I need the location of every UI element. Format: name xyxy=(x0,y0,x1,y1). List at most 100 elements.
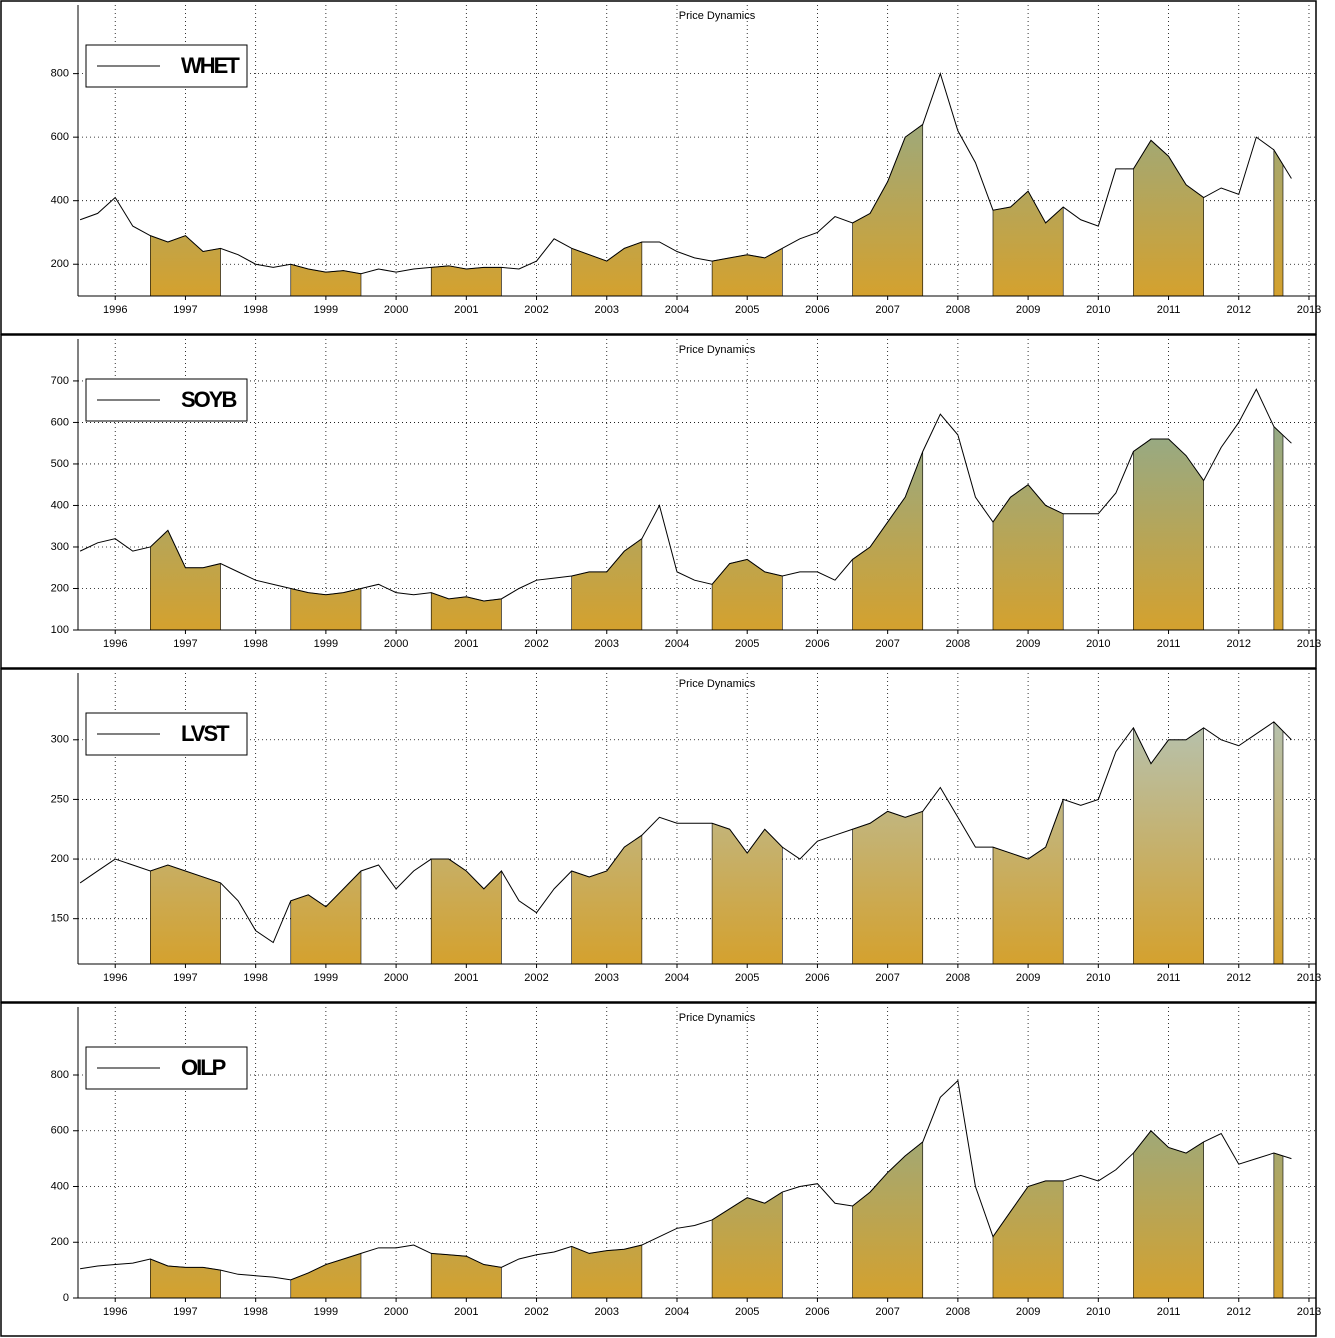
y-tick-label: 250 xyxy=(51,793,69,805)
x-tick-label: 2006 xyxy=(805,304,829,316)
highlight-area xyxy=(711,247,783,297)
highlight-area xyxy=(1133,727,1204,965)
x-tick-label: 2000 xyxy=(384,1306,408,1318)
highlight-area xyxy=(150,1258,221,1299)
legend-label: WHET xyxy=(181,53,240,78)
x-tick-label: 2011 xyxy=(1157,1306,1181,1318)
x-tick-label: 2012 xyxy=(1227,638,1251,650)
y-tick-label: 500 xyxy=(51,458,69,470)
x-tick-label: 2003 xyxy=(595,972,619,984)
x-tick-label: 1996 xyxy=(103,972,127,984)
highlight-area xyxy=(150,529,221,631)
price-line xyxy=(80,1079,1292,1281)
x-tick-label: 2003 xyxy=(595,304,619,316)
x-tick-label: 2010 xyxy=(1086,304,1110,316)
x-tick-label: 1999 xyxy=(314,638,338,650)
y-tick-label: 400 xyxy=(51,195,69,207)
x-tick-label: 2013 xyxy=(1297,638,1321,650)
legend-label: SOYB xyxy=(181,387,236,412)
highlight-area xyxy=(1273,721,1284,965)
highlight-area xyxy=(852,1141,924,1299)
highlight-area xyxy=(1133,139,1204,297)
highlight-area xyxy=(992,1180,1064,1299)
highlight-area xyxy=(852,810,924,965)
x-tick-label: 2012 xyxy=(1227,1306,1251,1318)
x-tick-label: 1999 xyxy=(314,1306,338,1318)
panel-frame xyxy=(0,1002,1317,1337)
legend-label: LVST xyxy=(181,721,230,746)
x-tick-label: 1996 xyxy=(103,638,127,650)
x-tick-label: 2009 xyxy=(1016,304,1040,316)
y-tick-label: 600 xyxy=(51,416,69,428)
highlight-area xyxy=(1273,425,1284,631)
highlight-area xyxy=(852,123,924,297)
y-tick-label: 300 xyxy=(51,541,69,553)
x-tick-label: 1997 xyxy=(173,638,197,650)
chart-title: Price Dynamics xyxy=(679,1012,756,1024)
x-tick-label: 2001 xyxy=(454,638,478,650)
x-tick-label: 2001 xyxy=(454,972,478,984)
highlight-area xyxy=(430,1253,502,1299)
highlight-area xyxy=(992,799,1064,965)
y-tick-label: 0 xyxy=(63,1292,69,1304)
x-tick-label: 2002 xyxy=(524,972,548,984)
y-tick-label: 400 xyxy=(51,1180,69,1192)
highlight-area xyxy=(150,235,221,297)
highlight-area xyxy=(1133,438,1204,631)
x-tick-label: 1999 xyxy=(314,972,338,984)
x-tick-label: 1998 xyxy=(243,1306,267,1318)
highlight-area xyxy=(290,870,362,965)
y-tick-label: 150 xyxy=(51,913,69,925)
highlight-area xyxy=(571,834,643,965)
x-tick-label: 2005 xyxy=(735,304,759,316)
highlight-area xyxy=(711,822,783,965)
x-tick-label: 2008 xyxy=(946,1306,970,1318)
x-tick-label: 2008 xyxy=(946,638,970,650)
x-tick-label: 2004 xyxy=(665,972,689,984)
x-tick-label: 2005 xyxy=(735,972,759,984)
x-tick-label: 2004 xyxy=(665,1306,689,1318)
y-tick-label: 200 xyxy=(51,258,69,270)
x-tick-label: 2007 xyxy=(875,1306,899,1318)
x-tick-label: 2006 xyxy=(805,1306,829,1318)
x-tick-label: 2001 xyxy=(454,304,478,316)
x-tick-label: 2006 xyxy=(805,638,829,650)
highlight-area xyxy=(992,190,1064,297)
highlight-area xyxy=(571,241,643,297)
x-tick-label: 2002 xyxy=(524,304,548,316)
x-tick-label: 2007 xyxy=(875,972,899,984)
highlight-area xyxy=(290,263,362,297)
x-tick-label: 1998 xyxy=(243,972,267,984)
x-tick-label: 2006 xyxy=(805,972,829,984)
price-line xyxy=(79,388,1292,602)
x-tick-label: 2005 xyxy=(735,1306,759,1318)
price-line xyxy=(79,72,1292,275)
y-tick-label: 200 xyxy=(51,582,69,594)
y-tick-label: 200 xyxy=(51,853,69,865)
x-tick-label: 2008 xyxy=(946,972,970,984)
x-tick-label: 2008 xyxy=(946,304,970,316)
x-tick-label: 2002 xyxy=(524,638,548,650)
x-tick-label: 2009 xyxy=(1016,1306,1040,1318)
highlight-area xyxy=(1273,1152,1284,1299)
x-tick-label: 2010 xyxy=(1086,972,1110,984)
x-tick-label: 2000 xyxy=(384,638,408,650)
x-tick-label: 2005 xyxy=(735,638,759,650)
y-tick-label: 100 xyxy=(51,624,69,636)
highlight-area xyxy=(430,858,502,965)
x-tick-label: 2009 xyxy=(1016,638,1040,650)
x-tick-label: 2001 xyxy=(454,1306,478,1318)
y-tick-label: 800 xyxy=(51,1069,69,1081)
panel-frame xyxy=(0,334,1317,669)
chart-title: Price Dynamics xyxy=(679,344,756,356)
panel-frame xyxy=(0,0,1317,335)
highlight-area xyxy=(430,265,502,297)
highlight-area xyxy=(571,538,643,631)
x-tick-label: 2007 xyxy=(875,638,899,650)
y-tick-label: 700 xyxy=(51,375,69,387)
highlight-area xyxy=(711,1191,783,1299)
legend-label: OILP xyxy=(181,1055,226,1080)
x-tick-label: 2003 xyxy=(595,638,619,650)
highlight-area xyxy=(1133,1130,1204,1299)
highlight-area xyxy=(711,559,783,631)
